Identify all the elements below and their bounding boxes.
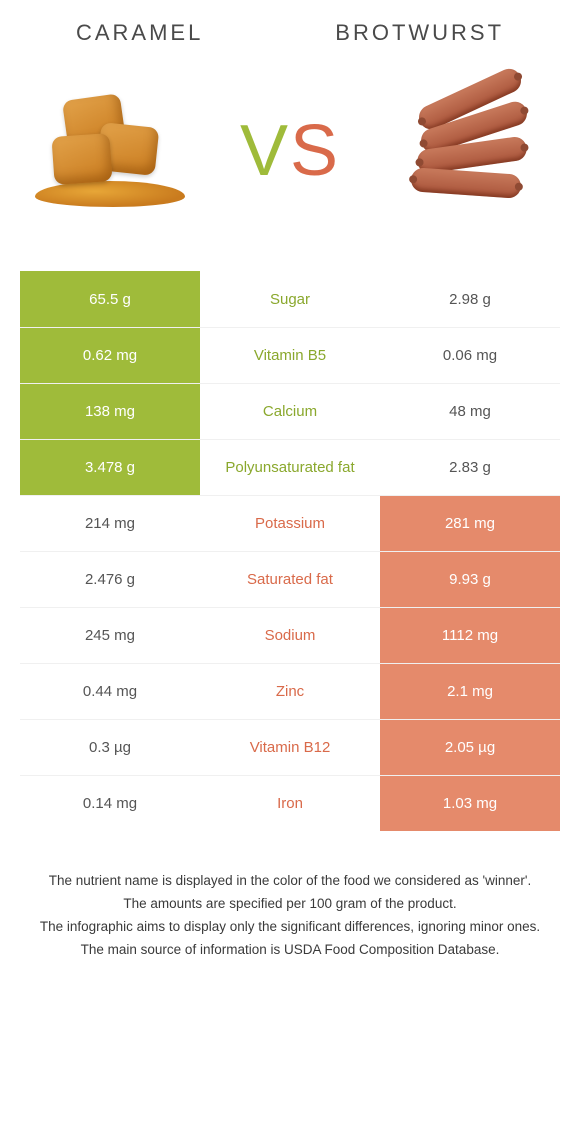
nutrient-name: Calcium [200, 384, 380, 439]
right-value: 48 mg [380, 384, 560, 439]
left-value: 65.5 g [20, 271, 200, 327]
comparison-table: 65.5 gSugar2.98 g0.62 mgVitamin B50.06 m… [0, 271, 580, 831]
nutrient-name: Vitamin B5 [200, 328, 380, 383]
left-value: 0.62 mg [20, 328, 200, 383]
left-value: 0.14 mg [20, 776, 200, 831]
footnote-line: The main source of information is USDA F… [30, 940, 550, 961]
vs-label: VS [240, 110, 340, 192]
left-food-title: Caramel [76, 20, 203, 46]
table-row: 0.44 mgZinc2.1 mg [20, 663, 560, 719]
table-row: 2.476 gSaturated fat9.93 g [20, 551, 560, 607]
right-value: 2.1 mg [380, 664, 560, 719]
caramel-image [30, 81, 190, 221]
vs-v: V [240, 111, 290, 191]
nutrient-name: Sugar [200, 271, 380, 327]
nutrient-name: Zinc [200, 664, 380, 719]
nutrient-name: Sodium [200, 608, 380, 663]
vs-s: S [290, 111, 340, 191]
right-value: 1112 mg [380, 608, 560, 663]
right-value: 281 mg [380, 496, 560, 551]
nutrient-name: Polyunsaturated fat [200, 440, 380, 495]
footnote-line: The amounts are specified per 100 gram o… [30, 894, 550, 915]
right-value: 2.83 g [380, 440, 560, 495]
footnotes: The nutrient name is displayed in the co… [0, 831, 580, 961]
left-value: 138 mg [20, 384, 200, 439]
left-value: 0.3 µg [20, 720, 200, 775]
left-value: 214 mg [20, 496, 200, 551]
table-row: 0.62 mgVitamin B50.06 mg [20, 327, 560, 383]
left-value: 3.478 g [20, 440, 200, 495]
table-row: 138 mgCalcium48 mg [20, 383, 560, 439]
nutrient-name: Vitamin B12 [200, 720, 380, 775]
table-row: 214 mgPotassium281 mg [20, 495, 560, 551]
left-value: 2.476 g [20, 552, 200, 607]
table-row: 0.3 µgVitamin B122.05 µg [20, 719, 560, 775]
footnote-line: The infographic aims to display only the… [30, 917, 550, 938]
table-row: 3.478 gPolyunsaturated fat2.83 g [20, 439, 560, 495]
right-value: 1.03 mg [380, 776, 560, 831]
brotwurst-image [390, 81, 550, 221]
hero-row: VS [0, 51, 580, 271]
right-food-title: Brotwurst [335, 20, 504, 46]
nutrient-name: Iron [200, 776, 380, 831]
left-value: 245 mg [20, 608, 200, 663]
footnote-line: The nutrient name is displayed in the co… [30, 871, 550, 892]
left-value: 0.44 mg [20, 664, 200, 719]
right-value: 2.98 g [380, 271, 560, 327]
right-value: 2.05 µg [380, 720, 560, 775]
table-row: 65.5 gSugar2.98 g [20, 271, 560, 327]
nutrient-name: Saturated fat [200, 552, 380, 607]
right-value: 9.93 g [380, 552, 560, 607]
table-row: 245 mgSodium1112 mg [20, 607, 560, 663]
table-row: 0.14 mgIron1.03 mg [20, 775, 560, 831]
nutrient-name: Potassium [200, 496, 380, 551]
header: Caramel Brotwurst [0, 0, 580, 51]
right-value: 0.06 mg [380, 328, 560, 383]
